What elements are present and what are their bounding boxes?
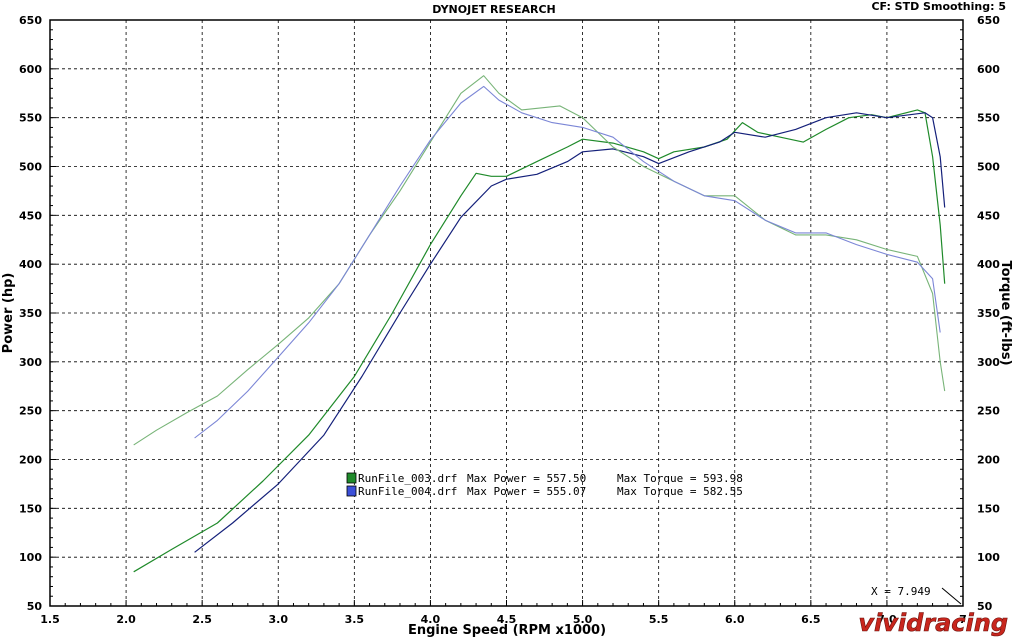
- y2-tick-label: 450: [977, 209, 1000, 222]
- y2-tick-label: 350: [977, 307, 1000, 320]
- series-line-2: [133, 75, 946, 446]
- y2-tick-label: 150: [977, 502, 1000, 515]
- y2-tick-label: 50: [977, 600, 993, 613]
- y2-tick-label: 250: [977, 405, 1000, 418]
- data-series: [133, 75, 946, 573]
- x-tick-label: 2.0: [116, 613, 136, 626]
- y-tick-label: 200: [19, 454, 42, 467]
- x-axis-label: Engine Speed (RPM x1000): [408, 623, 606, 637]
- cursor-readout-pointer: [941, 587, 962, 605]
- x-tick-label: 6.5: [801, 613, 821, 626]
- y-tick-label: 450: [19, 209, 42, 222]
- x-tick-label: 7.0: [877, 613, 897, 626]
- y-tick-label: 600: [19, 63, 42, 76]
- watermark-text: vividracing: [858, 609, 1008, 637]
- y-tick-label: 300: [19, 356, 42, 369]
- y2-axis-ticks: 650 600 550 500 450 400 350 300 250 200 150 100 50: [957, 14, 1000, 613]
- x-tick-label: 4.5: [497, 613, 517, 626]
- y-axis-label: Power (hp): [1, 273, 16, 354]
- y-axis-ticks: 650 600 550 500 450 400 350 300 250 200 150 100 50: [19, 14, 56, 613]
- y-tick-label: 250: [19, 405, 42, 418]
- x-tick-label: 6.0: [725, 613, 745, 626]
- legend-torque-run-003: Max Torque = 593.98: [617, 472, 743, 485]
- y2-tick-label: 550: [977, 112, 1000, 125]
- y2-tick-label: 300: [977, 356, 1000, 369]
- series-line-1: [194, 112, 946, 553]
- legend-power-run-003: Max Power = 557.50: [467, 472, 586, 485]
- x-tick-label: 3.0: [269, 613, 289, 626]
- y-tick-label: 650: [19, 14, 42, 27]
- series-line-3: [194, 85, 941, 439]
- legend-file-run-003: RunFile_003.drf: [358, 472, 457, 485]
- watermark-logo: vividracing: [858, 609, 1008, 637]
- legend-swatch-run-003: [346, 472, 357, 484]
- legend-power-run-004: Max Power = 555.07: [467, 485, 586, 498]
- chart-title: DYNOJET RESEARCH: [432, 3, 555, 16]
- legend-swatch-run-004: [346, 485, 357, 497]
- y-tick-label: 150: [19, 502, 42, 515]
- x-tick-label: 2.5: [192, 613, 212, 626]
- y-tick-label: 500: [19, 161, 42, 174]
- x-tick-label: 3.5: [345, 613, 365, 626]
- legend-torque-run-004: Max Torque = 582.55: [617, 485, 743, 498]
- grid-lines: [50, 20, 963, 606]
- x-tick-label: 5.5: [649, 613, 669, 626]
- legend-file-run-004: RunFile_004.drf: [358, 485, 457, 498]
- x-axis-ticks: 1.5 2.0 2.5 3.0 3.5 4.0 4.5 5.0 5.5 6.0 6.5 7.0 7: [40, 600, 967, 626]
- y2-tick-label: 650: [977, 14, 1000, 27]
- y2-tick-label: 500: [977, 161, 1000, 174]
- cursor-readout-text: X = 7.949: [871, 585, 931, 598]
- x-tick-label: 4.0: [421, 613, 441, 626]
- y2-axis-label: Torque (ft-lbs): [998, 260, 1013, 365]
- y-tick-label: 50: [27, 600, 43, 613]
- cursor-readout: X = 7.949: [871, 585, 962, 605]
- settings-readout: CF: STD Smoothing: 5: [871, 0, 1006, 13]
- y-tick-label: 400: [19, 258, 42, 271]
- y-tick-label: 350: [19, 307, 42, 320]
- y2-tick-label: 400: [977, 258, 1000, 271]
- y-tick-label: 550: [19, 112, 42, 125]
- legend: RunFile_003.drf Max Power = 557.50 Max T…: [346, 472, 743, 498]
- y2-tick-label: 200: [977, 454, 1000, 467]
- x-tick-label: 7: [959, 613, 967, 626]
- x-tick-label: 5.0: [573, 613, 593, 626]
- y2-tick-label: 100: [977, 551, 1000, 564]
- y2-tick-label: 600: [977, 63, 1000, 76]
- x-tick-label: 1.5: [40, 613, 60, 626]
- y-tick-label: 100: [19, 551, 42, 564]
